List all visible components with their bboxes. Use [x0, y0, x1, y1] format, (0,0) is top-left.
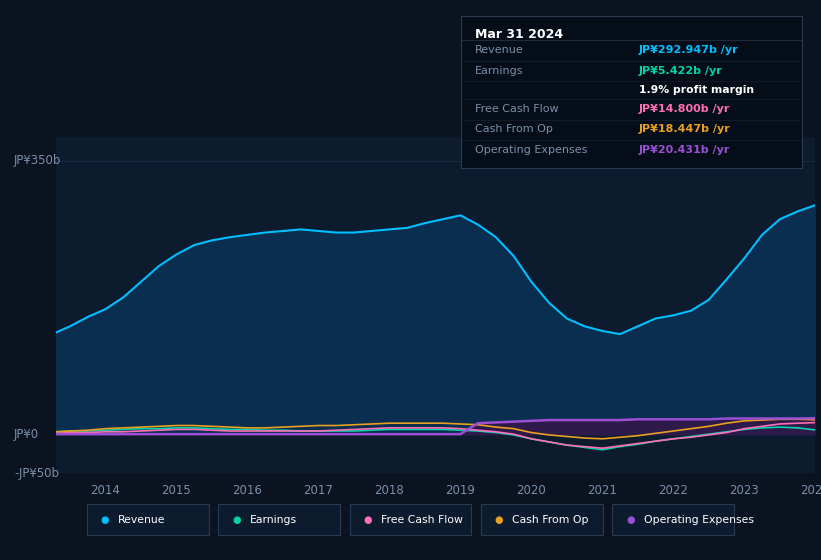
Text: Operating Expenses: Operating Expenses	[475, 144, 587, 155]
Text: Revenue: Revenue	[475, 45, 524, 55]
Text: Earnings: Earnings	[250, 515, 296, 525]
Text: ●: ●	[626, 515, 635, 525]
Text: Cash From Op: Cash From Op	[475, 124, 553, 134]
Text: ●: ●	[364, 515, 372, 525]
Text: Cash From Op: Cash From Op	[512, 515, 589, 525]
Text: JP¥0: JP¥0	[14, 428, 39, 441]
Text: JP¥18.447b /yr: JP¥18.447b /yr	[639, 124, 731, 134]
Text: ●: ●	[495, 515, 503, 525]
Text: Earnings: Earnings	[475, 66, 524, 76]
Text: Revenue: Revenue	[118, 515, 166, 525]
Text: Free Cash Flow: Free Cash Flow	[475, 104, 558, 114]
Text: 1.9% profit margin: 1.9% profit margin	[639, 85, 754, 95]
Text: JP¥20.431b /yr: JP¥20.431b /yr	[639, 144, 730, 155]
Text: ●: ●	[101, 515, 109, 525]
Text: -JP¥50b: -JP¥50b	[14, 466, 59, 480]
Text: JP¥14.800b /yr: JP¥14.800b /yr	[639, 104, 730, 114]
Text: Operating Expenses: Operating Expenses	[644, 515, 754, 525]
Text: JP¥350b: JP¥350b	[14, 154, 62, 167]
Text: JP¥292.947b /yr: JP¥292.947b /yr	[639, 45, 738, 55]
Text: ●: ●	[232, 515, 241, 525]
Text: Mar 31 2024: Mar 31 2024	[475, 28, 563, 41]
Text: Free Cash Flow: Free Cash Flow	[381, 515, 463, 525]
Text: JP¥5.422b /yr: JP¥5.422b /yr	[639, 66, 722, 76]
